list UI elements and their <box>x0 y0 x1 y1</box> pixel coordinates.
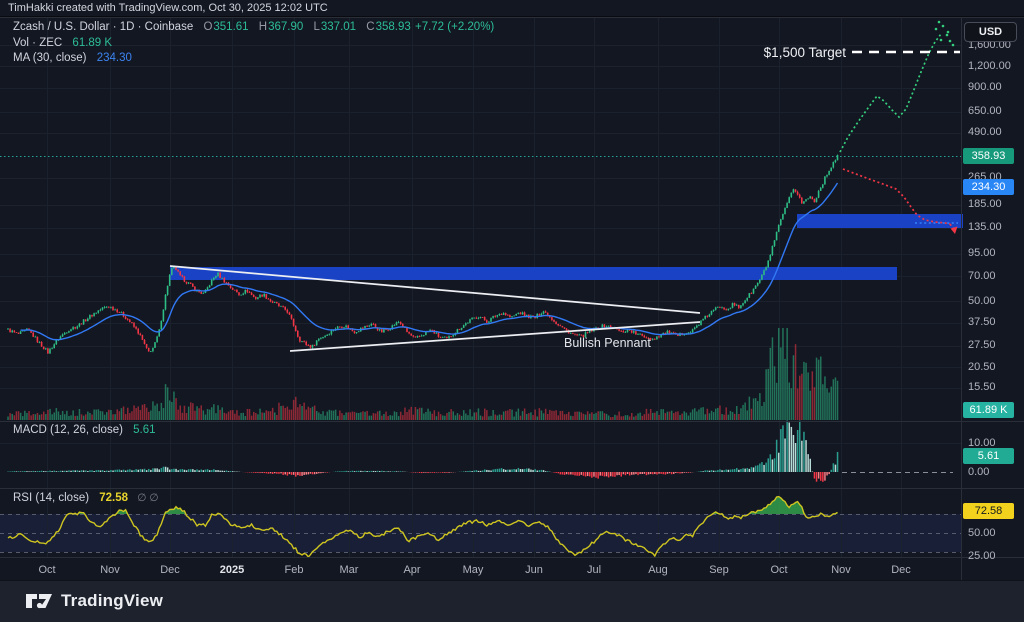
y-axis-tick: 265.00 <box>968 171 1002 184</box>
rsi-axis-tick: 50.00 <box>968 526 996 539</box>
ma-value-badge: 234.30 <box>963 179 1014 195</box>
x-axis-tick: Sep <box>709 564 729 576</box>
ohlc-high-label: H <box>258 21 268 33</box>
x-axis-tick: Jun <box>525 564 543 576</box>
y-axis-tick: 900.00 <box>968 81 1002 94</box>
y-axis-tick: 650.00 <box>968 105 1002 118</box>
x-axis-tick: Dec <box>891 564 911 576</box>
attribution-text: TimHakki created with TradingView.com, O… <box>8 2 328 14</box>
last-price-badge: 358.93 <box>963 148 1014 164</box>
x-axis-tick: Jul <box>586 564 602 576</box>
y-axis-tick: 95.00 <box>968 247 996 260</box>
x-axis-tick: Aug <box>648 564 668 576</box>
x-axis-tick: Feb <box>284 564 304 576</box>
y-axis-tick: 50.00 <box>968 294 996 307</box>
rsi-value-badge: 72.58 <box>963 503 1014 519</box>
ma-value: 234.30 <box>96 52 132 64</box>
x-axis-tick: Nov <box>100 564 120 576</box>
macd-axis-tick: 0.00 <box>968 465 990 478</box>
tradingview-logo[interactable]: TradingView <box>25 590 163 612</box>
y-axis-tick: 20.50 <box>968 360 996 373</box>
volume-value-badge: 61.89 K <box>963 402 1014 418</box>
x-axis-tick: May <box>462 564 484 576</box>
price-change: +7.72 (+2.20%) <box>414 21 495 33</box>
macd-axis-tick: 10.00 <box>968 436 996 449</box>
volume-label[interactable]: Vol · ZEC <box>13 37 63 49</box>
currency-toggle-button[interactable]: USD <box>964 22 1017 42</box>
tradingview-logo-icon <box>26 594 52 609</box>
tradingview-logo-text: TradingView <box>61 591 164 610</box>
macd-value: 5.61 <box>133 424 156 436</box>
ohlc-open-value: 351.61 <box>213 21 249 33</box>
symbol-title[interactable]: Zcash / U.S. Dollar · 1D · Coinbase <box>13 21 194 33</box>
volume-value: 61.89 K <box>72 37 113 49</box>
pattern-annotation[interactable]: Bullish Pennant <box>564 336 651 350</box>
footer-bar: TradingView <box>0 580 1024 622</box>
ohlc-open-label: O <box>203 21 213 33</box>
rsi-axis-tick: 25.00 <box>968 550 996 563</box>
y-axis-tick: 135.00 <box>968 221 1002 234</box>
y-axis-tick: 490.00 <box>968 126 1002 139</box>
ohlc-close-value: 358.93 <box>375 21 411 33</box>
ohlc-high-value: 367.90 <box>268 21 304 33</box>
x-axis-tick: Apr <box>403 564 421 576</box>
symbol-legend-row[interactable]: Zcash / U.S. Dollar · 1D · Coinbase O351… <box>13 21 494 33</box>
ma-legend-row[interactable]: MA (30, close) 234.30 <box>13 52 132 64</box>
price-target-annotation[interactable]: $1,500 Target <box>763 45 846 60</box>
ma-label[interactable]: MA (30, close) <box>13 52 87 64</box>
rsi-value: 72.58 <box>99 492 129 504</box>
y-axis-tick: 70.00 <box>968 269 996 282</box>
y-axis-tick: 27.50 <box>968 339 996 352</box>
ohlc-low-label: L <box>313 21 320 33</box>
y-axis-tick: 1,600.00 <box>968 38 1011 51</box>
y-axis-tick: 37.50 <box>968 316 996 329</box>
attribution-bar: TimHakki created with TradingView.com, O… <box>0 0 1024 17</box>
rsi-legend-row[interactable]: RSI (14, close) 72.58 ∅ ∅ <box>13 492 158 504</box>
x-axis-tick: 2025 <box>219 564 245 576</box>
x-axis-tick: Oct <box>38 564 56 576</box>
y-axis-tick: 1,200.00 <box>968 59 1011 72</box>
x-axis-tick: Mar <box>339 564 359 576</box>
x-axis-tick: Nov <box>831 564 851 576</box>
x-axis-tick: Dec <box>160 564 180 576</box>
macd-value-badge: 5.61 <box>963 448 1014 464</box>
rsi-hidden-icons[interactable]: ∅ ∅ <box>137 492 159 504</box>
volume-legend-row[interactable]: Vol · ZEC 61.89 K <box>13 37 112 49</box>
macd-label[interactable]: MACD (12, 26, close) <box>13 424 123 436</box>
ohlc-low-value: 337.01 <box>320 21 357 33</box>
macd-legend-row[interactable]: MACD (12, 26, close) 5.61 <box>13 424 156 436</box>
y-axis-tick: 185.00 <box>968 198 1002 211</box>
x-axis-tick: Oct <box>770 564 788 576</box>
ohlc-close-label: C <box>366 21 375 33</box>
rsi-label[interactable]: RSI (14, close) <box>13 492 90 504</box>
y-axis-tick: 15.50 <box>968 381 996 394</box>
